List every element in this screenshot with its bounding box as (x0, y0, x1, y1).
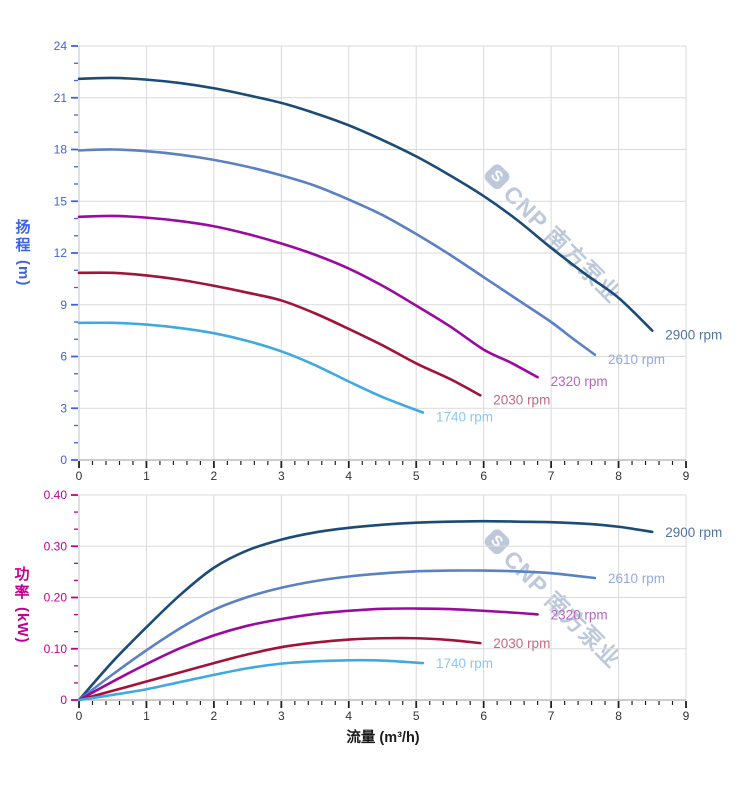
x-tick-label: 3 (278, 709, 285, 723)
y-tick-label: 21 (54, 91, 68, 105)
y-tick-label: 0.40 (44, 488, 68, 502)
x-tick-label: 3 (278, 469, 285, 483)
x-tick-label: 6 (480, 469, 487, 483)
series-label-2610-rpm: 2610 rpm (608, 352, 665, 367)
y-tick-label: 24 (54, 39, 68, 53)
x-tick-label: 4 (345, 469, 352, 483)
flow-axis-title: 流量 (m³/h) (346, 730, 420, 746)
y-tick-label: 0.30 (44, 539, 68, 553)
x-tick-label: 1 (143, 709, 150, 723)
power-axis-title: 功 率 (kW) (10, 566, 34, 644)
series-label-2030-rpm: 2030 rpm (493, 392, 550, 407)
power-axis-unit: (kW) (14, 607, 31, 644)
head-axis-title-char: 程 (15, 237, 31, 254)
curve-2610-rpm (77, 148, 597, 357)
x-tick-label: 8 (615, 709, 622, 723)
curve-2900-rpm (77, 76, 654, 332)
series-label-1740-rpm: 1740 rpm (436, 410, 493, 425)
x-tick-label: 5 (413, 709, 420, 723)
y-tick-label: 0.10 (44, 642, 68, 656)
x-tick-label: 1 (143, 469, 150, 483)
series-label-2030-rpm: 2030 rpm (493, 636, 550, 651)
y-tick-label: 15 (54, 194, 68, 208)
head-axis-unit: (m) (15, 260, 32, 287)
x-tick-label: 6 (480, 709, 487, 723)
curve-2320-rpm (77, 214, 539, 379)
x-tick-label: 0 (76, 709, 83, 723)
x-tick-label: 7 (548, 709, 555, 723)
x-tick-label: 4 (345, 709, 352, 723)
head-axis-title: 扬 程 (m) (11, 219, 35, 286)
series-label-2320-rpm: 2320 rpm (551, 607, 608, 622)
x-tick-label: 2 (211, 469, 218, 483)
y-tick-label: 0 (60, 453, 67, 467)
series-label-1740-rpm: 1740 rpm (436, 656, 493, 671)
series-label-2610-rpm: 2610 rpm (608, 571, 665, 586)
curve-1740-rpm (77, 658, 425, 702)
x-tick-label: 7 (548, 469, 555, 483)
y-tick-label: 0.20 (44, 591, 68, 605)
curve-2610-rpm (77, 569, 597, 702)
x-tick-label: 2 (211, 709, 218, 723)
series-label-2900-rpm: 2900 rpm (665, 328, 722, 343)
curve-2900-rpm (77, 519, 654, 702)
series-label-2320-rpm: 2320 rpm (551, 374, 608, 389)
x-tick-label: 9 (683, 469, 690, 483)
curve-2320-rpm (77, 607, 539, 702)
y-tick-label: 0 (60, 693, 67, 707)
x-tick-label: 0 (76, 469, 83, 483)
curve-2030-rpm (77, 636, 482, 702)
y-tick-label: 3 (60, 401, 67, 415)
y-tick-label: 18 (54, 143, 68, 157)
x-tick-label: 8 (615, 469, 622, 483)
curve-2030-rpm (77, 271, 482, 397)
y-tick-label: 9 (60, 298, 67, 312)
x-tick-label: 9 (683, 709, 690, 723)
curve-1740-rpm (77, 321, 425, 414)
head-axis-title-char: 扬 (15, 219, 31, 236)
y-tick-label: 6 (60, 350, 67, 364)
y-tick-label: 12 (54, 246, 68, 260)
x-tick-label: 5 (413, 469, 420, 483)
series-label-2900-rpm: 2900 rpm (665, 525, 722, 540)
power-axis-title-char: 功 (14, 566, 30, 583)
power-axis-title-char: 率 (14, 584, 30, 601)
